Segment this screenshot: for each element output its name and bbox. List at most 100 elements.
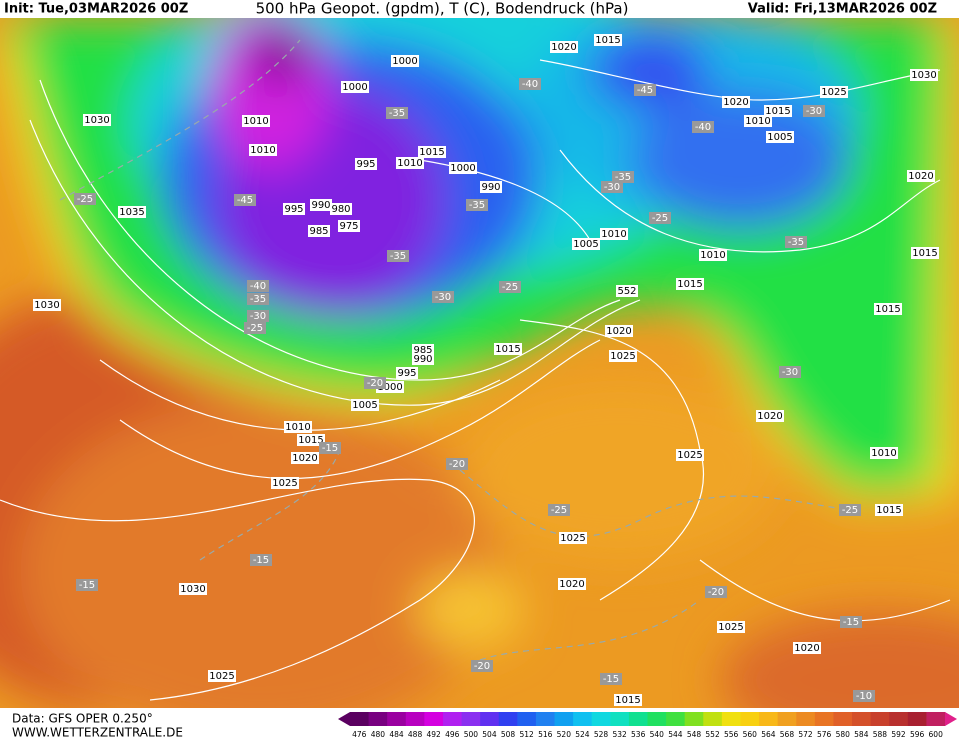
temperature-label-box	[839, 504, 861, 516]
pressure-label: 1010	[745, 116, 770, 127]
temperature-label-box	[612, 171, 634, 183]
colorbar-label: 540	[650, 730, 665, 739]
pressure-label-box	[391, 55, 419, 67]
pressure-label: 980	[331, 204, 350, 215]
pressure-label-box	[722, 96, 750, 108]
colorbar-swatch	[870, 712, 890, 726]
colorbar-label: 580	[836, 730, 851, 739]
colorbar-swatch	[480, 712, 500, 726]
colorbar-label: 532	[612, 730, 627, 739]
pressure-label-box	[418, 146, 446, 158]
pressure-label-box	[820, 86, 848, 98]
colorbar-label: 484	[389, 730, 404, 739]
colorbar-label: 600	[929, 730, 944, 739]
temperature-label: -15	[253, 555, 269, 566]
temperature-label: -15	[322, 443, 338, 454]
pressure-label-box	[616, 285, 638, 297]
website: WWW.WETTERZENTRALE.DE	[12, 726, 183, 740]
colorbar-swatch	[684, 712, 704, 726]
colorbar-label: 524	[575, 730, 590, 739]
pressure-label-box	[396, 367, 418, 379]
pressure-label-box	[550, 41, 578, 53]
pressure-label-box	[766, 131, 794, 143]
pressure-label: 1015	[912, 248, 937, 259]
pressure-label-box	[284, 421, 312, 433]
temperature-label: -25	[551, 505, 567, 516]
pressure-label-box	[676, 278, 704, 290]
pressure-label-box	[744, 115, 772, 127]
pressure-label-box	[249, 144, 277, 156]
colorbar-swatch	[647, 712, 667, 726]
temperature-label-box	[601, 181, 623, 193]
temperature-label: -35	[469, 200, 485, 211]
temperature-label-box	[692, 121, 714, 133]
temperature-label: -25	[247, 323, 263, 334]
pressure-label: 1000	[450, 163, 475, 174]
pressure-label: 1015	[765, 106, 790, 117]
pressure-label-box	[764, 105, 792, 117]
colorbar-swatch	[461, 712, 481, 726]
pressure-label-box	[594, 34, 622, 46]
colorbar-swatch	[926, 712, 946, 726]
temperature-label: -45	[637, 85, 653, 96]
colorbar-swatch	[517, 712, 537, 726]
temperature-label-box	[779, 366, 801, 378]
temperature-label-box	[247, 280, 269, 292]
pressure-label-box	[572, 238, 600, 250]
temperature-label: -35	[250, 294, 266, 305]
pressure-label: 1010	[250, 145, 275, 156]
colorbar-label: 500	[464, 730, 479, 739]
colorbar-swatch	[387, 712, 407, 726]
pressure-label-box	[271, 477, 299, 489]
temperature-label-box	[234, 194, 256, 206]
temperature-label: -15	[603, 674, 619, 685]
temperature-label: -30	[250, 311, 266, 322]
temperature-label: -15	[843, 617, 859, 628]
temperature-label: -15	[79, 580, 95, 591]
temperature-label-box	[466, 199, 488, 211]
init-time: Init: Tue,03MAR2026 00Z	[4, 2, 188, 17]
pressure-label-box	[875, 504, 903, 516]
data-source: Data: GFS OPER 0.250°	[12, 712, 153, 726]
colorbar-swatch	[573, 712, 593, 726]
colorbar-label: 488	[408, 730, 423, 739]
pressure-label: 1020	[794, 643, 819, 654]
colorbar-swatch	[405, 712, 425, 726]
pressure-label: 1015	[615, 695, 640, 706]
colorbar-swatch	[591, 712, 611, 726]
pressure-label-box	[558, 578, 586, 590]
pressure-label: 1000	[392, 56, 417, 67]
pressure-label-box	[291, 452, 319, 464]
pressure-label: 1020	[551, 42, 576, 53]
temperature-label: -40	[522, 79, 538, 90]
temperature-label-box	[471, 660, 493, 672]
pressure-label-box	[605, 325, 633, 337]
temperature-label-box	[387, 250, 409, 262]
pressure-label: 1020	[908, 171, 933, 182]
temperature-label-box	[364, 377, 386, 389]
pressure-label: 1020	[723, 97, 748, 108]
pressure-label-box	[717, 621, 745, 633]
colorbar-label: 576	[817, 730, 832, 739]
temperature-label: -20	[474, 661, 490, 672]
colorbar-label: 480	[371, 730, 386, 739]
pressure-label: 1010	[285, 422, 310, 433]
colorbar-swatch	[889, 712, 909, 726]
colorbar-swatch	[442, 712, 463, 726]
valid-time: Valid: Fri,13MAR2026 00Z	[748, 2, 937, 17]
pressure-label: 1030	[911, 70, 936, 81]
colorbar-label: 496	[445, 730, 460, 739]
temperature-label: -40	[250, 281, 266, 292]
colorbar-label: 516	[538, 730, 553, 739]
pressure-label: 1035	[119, 207, 144, 218]
temperature-label: -30	[782, 367, 798, 378]
pressure-label-box	[33, 299, 61, 311]
pressure-label: 1000	[342, 82, 367, 93]
colorbar-swatch	[535, 712, 556, 726]
pressure-label-box	[910, 69, 938, 81]
temperature-label: -30	[604, 182, 620, 193]
pressure-label: 1010	[700, 250, 725, 261]
pressure-label-box	[338, 220, 360, 232]
temperature-label-box	[247, 293, 269, 305]
